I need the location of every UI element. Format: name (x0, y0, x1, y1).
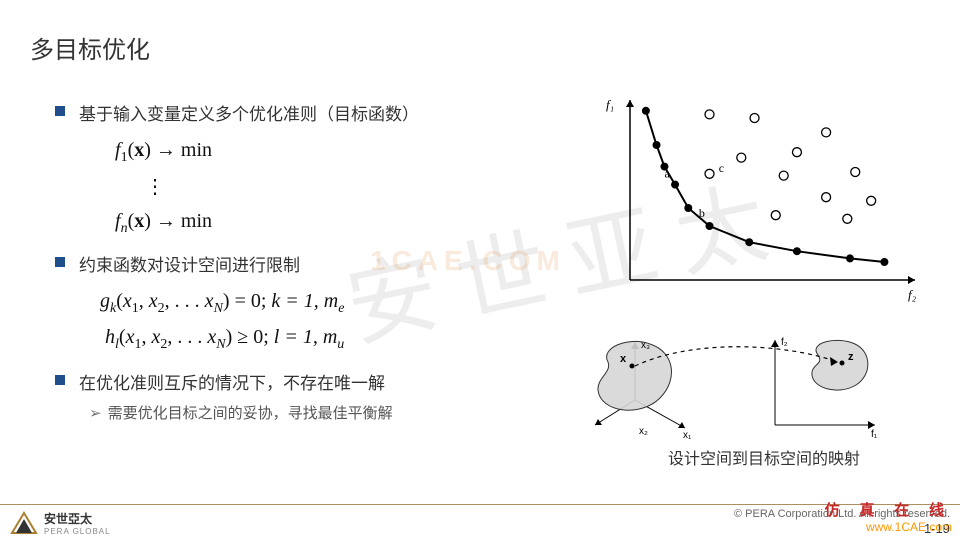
watermark-site-cn: 仿 真 在 线 (825, 503, 952, 519)
svg-text:c: c (719, 161, 724, 175)
formula-constraint-ineq: hl(x1, x2, . . . xN) ≥ 0; l = 1, mu (105, 320, 505, 357)
bullet-2: 约束函数对设计空间进行限制 (55, 251, 505, 276)
bullet-marker (55, 257, 65, 267)
svg-text:x: x (620, 353, 627, 365)
svg-text:f₂: f₂ (781, 337, 788, 348)
triangle-logo-icon (10, 511, 38, 535)
bullet-marker (55, 375, 65, 385)
svg-text:f₂: f₂ (908, 287, 917, 302)
bullet-1: 基于输入变量定义多个优化准则（目标函数） (55, 100, 505, 125)
content-column: 基于输入变量定义多个优化准则（目标函数） f1(x) → min ⋮ fn(x)… (55, 100, 505, 423)
footer-brand-cn: 安世亞太 (44, 510, 111, 527)
diagram-caption: 设计空间到目标空间的映射 (668, 445, 860, 469)
footer-brand-en: PERA GLOBAL (44, 527, 111, 536)
watermark-site-url: www.1CAE.com (825, 520, 952, 534)
bullet-marker (55, 106, 65, 116)
svg-text:z: z (848, 351, 854, 363)
footer-logo: 安世亞太 PERA GLOBAL (10, 510, 111, 536)
svg-text:x₂: x₂ (639, 426, 648, 437)
svg-text:b: b (699, 206, 705, 220)
watermark-site: 仿 真 在 线 www.1CAE.com (825, 499, 952, 534)
sub-bullet-1-text: 需要优化目标之间的妥协，寻找最佳平衡解 (108, 402, 393, 423)
svg-text:f₁: f₁ (606, 97, 614, 112)
bullet-3-text: 在优化准则互斥的情况下，不存在唯一解 (79, 369, 385, 394)
bullet-2-text: 约束函数对设计空间进行限制 (79, 251, 300, 276)
svg-text:a: a (664, 166, 670, 180)
bullet-3: 在优化准则互斥的情况下，不存在唯一解 (55, 369, 505, 394)
bullet-1-text: 基于输入变量定义多个优化准则（目标函数） (79, 100, 419, 125)
pareto-front-chart: f₂ f₁ a b c (600, 95, 920, 305)
svg-text:f₁: f₁ (871, 429, 878, 440)
footer-bar: 安世亞太 PERA GLOBAL © PERA Corporation Ltd.… (0, 504, 960, 540)
formula-objective-1: f1(x) → min ⋮ fn(x) → min (115, 133, 505, 241)
svg-text:x₁: x₁ (683, 430, 692, 440)
formula-constraint-eq: gk(x1, x2, . . . xN) = 0; k = 1, me (100, 284, 505, 321)
sub-bullet-arrow-icon: ➢ (89, 404, 102, 422)
sub-bullet-1: ➢ 需要优化目标之间的妥协，寻找最佳平衡解 (89, 402, 505, 423)
svg-text:x₃: x₃ (641, 340, 650, 351)
mapping-diagram: x x₁ x₂ x₃ f₁ f₂ z (580, 330, 890, 440)
slide-title: 多目标优化 (30, 30, 150, 65)
